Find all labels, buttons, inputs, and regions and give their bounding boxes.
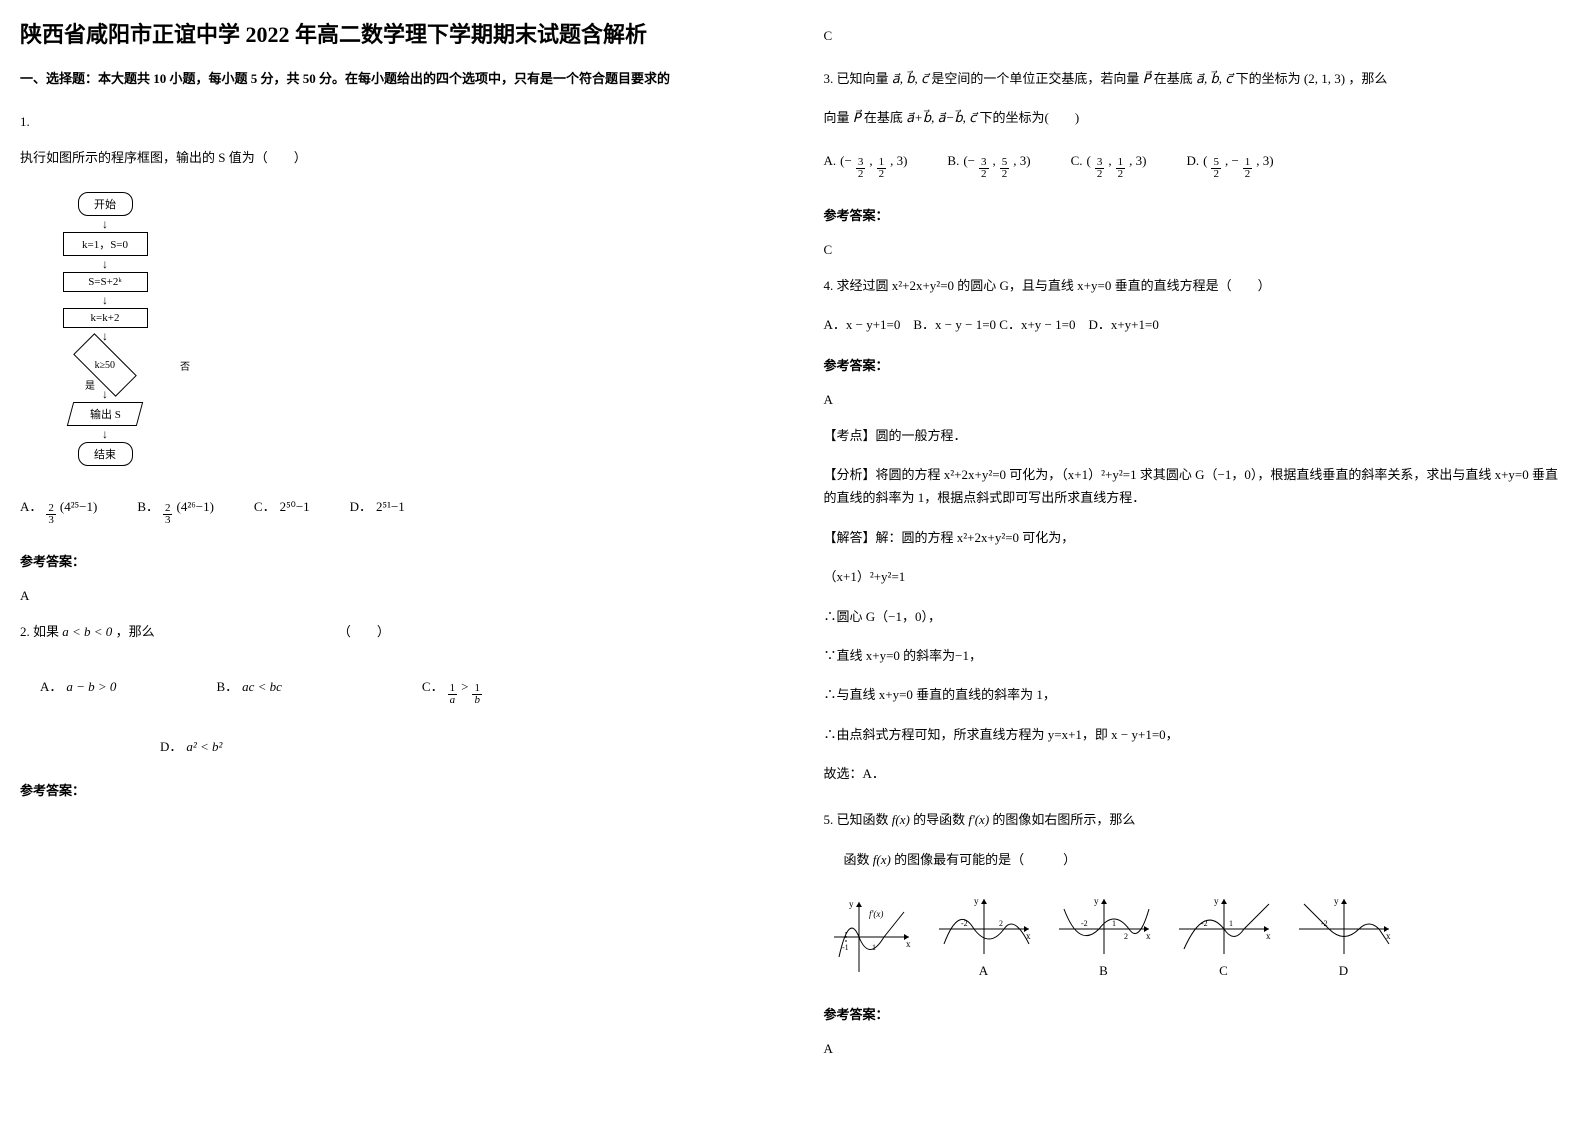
q5-graphs: x y f'(x) -1 1 x y -2 2 — [824, 894, 1568, 979]
svg-text:x: x — [1386, 931, 1391, 941]
svg-text:x: x — [1146, 931, 1151, 941]
q3-line2: 向量 P⃗ 在基底 a⃗+b⃗, a⃗−b⃗, c⃗ 下的坐标为( ) — [824, 106, 1568, 129]
q4-solve5: ∴与直线 x+y=0 垂直的直线的斜率为 1， — [824, 683, 1568, 706]
svg-text:f'(x): f'(x) — [869, 909, 883, 919]
q2-answer-label: 参考答案： — [20, 780, 764, 799]
q1-options: A． 23 (4²⁵−1) B． 23 (4²⁶−1) C． 2⁵⁰−1 D． … — [20, 496, 764, 526]
svg-text:x: x — [1266, 931, 1271, 941]
q4-solve7: 故选：A． — [824, 762, 1568, 785]
q4-solve: 【解答】解：圆的方程 x²+2x+y²=0 可化为， — [824, 526, 1568, 549]
q5-graph-b: x y -2 1 2 B — [1054, 894, 1154, 979]
svg-text:2: 2 — [1124, 932, 1128, 941]
q2-answer: C — [824, 28, 1568, 44]
svg-text:x: x — [906, 939, 911, 949]
q2-option-a: A． a − b > 0 — [40, 676, 116, 695]
flow-no-label: 否 — [180, 358, 190, 373]
q5-graph-c: x y -2 1 C — [1174, 894, 1274, 979]
svg-text:y: y — [974, 896, 979, 906]
flow-end: 结束 — [78, 442, 133, 466]
arrow-icon: ↓ — [40, 330, 170, 342]
svg-text:y: y — [1334, 896, 1339, 906]
flow-step1: S=S+2ᵏ — [63, 272, 148, 292]
q3-options: A. (−32, 12, 3) B. (−32, 52, 3) C. (32, … — [824, 153, 1568, 180]
fprime-graph: x y f'(x) -1 1 — [824, 897, 914, 977]
q5-line2: 函数 f(x) 的图像最有可能的是（ ） — [844, 848, 1568, 871]
svg-text:y: y — [1094, 896, 1099, 906]
svg-text:1: 1 — [1229, 919, 1233, 928]
q5-graph-d: x y -2 D — [1294, 894, 1394, 979]
flow-yes-label: 是 — [85, 377, 95, 392]
q1-option-c: C． 2⁵⁰−1 — [254, 496, 310, 515]
q2-option-b: B． ac < bc — [216, 676, 281, 695]
q3-option-d: D. (52, −12, 3) — [1186, 153, 1273, 180]
flow-step2: k=k+2 — [63, 308, 148, 328]
q2-option-c: C． 1a > 1b — [422, 676, 482, 706]
q3-answer-label: 参考答案： — [824, 205, 1568, 224]
flow-output: 输出 S — [67, 402, 143, 426]
q4-answer-label: 参考答案： — [824, 355, 1568, 374]
svg-text:1: 1 — [872, 943, 876, 952]
q4-solve4: ∵直线 x+y=0 的斜率为−1， — [824, 644, 1568, 667]
q5-answer-label: 参考答案： — [824, 1004, 1568, 1023]
q4-solve2: （x+1）²+y²=1 — [824, 565, 1568, 588]
q1-option-d: D． 2⁵¹−1 — [350, 496, 405, 515]
q1-text: 执行如图所示的程序框图，输出的 S 值为（ ） — [20, 146, 764, 169]
q4-options: A．x − y+1=0 B．x − y − 1=0 C．x+y − 1=0 D．… — [824, 313, 1568, 336]
svg-text:1: 1 — [1112, 919, 1116, 928]
flow-start: 开始 — [78, 192, 133, 216]
page-container: 陕西省咸阳市正谊中学 2022 年高二数学理下学期期末试题含解析 一、选择题：本… — [20, 20, 1567, 1065]
arrow-icon: ↓ — [40, 388, 170, 400]
svg-text:-1: -1 — [842, 943, 849, 952]
q2-option-d: D． a² < b² — [160, 736, 222, 755]
q5-graph-a: x y -2 2 A — [934, 894, 1034, 979]
left-column: 陕西省咸阳市正谊中学 2022 年高二数学理下学期期末试题含解析 一、选择题：本… — [20, 20, 764, 1065]
q5-answer: A — [824, 1041, 1568, 1057]
q1-answer-label: 参考答案： — [20, 551, 764, 570]
arrow-icon: ↓ — [40, 258, 170, 270]
q3-answer: C — [824, 242, 1568, 258]
q4-analysis: 【分析】将圆的方程 x²+2x+y²=0 可化为，（x+1）²+y²=1 求其圆… — [824, 463, 1568, 510]
svg-text:2: 2 — [999, 919, 1003, 928]
svg-text:y: y — [849, 899, 854, 909]
q3-line1: 3. 已知向量 a⃗, b⃗, c⃗ 是空间的一个单位正交基底，若向量 P⃗ 在… — [824, 67, 1568, 90]
q1-option-a: A． 23 (4²⁵−1) — [20, 496, 97, 526]
q2-options-row2: D． a² < b² — [20, 736, 764, 755]
svg-text:-2: -2 — [1081, 919, 1088, 928]
q4-solve3: ∴圆心 G（−1，0）， — [824, 605, 1568, 628]
q4-solve6: ∴由点斜式方程可知，所求直线方程为 y=x+1，即 x − y+1=0， — [824, 723, 1568, 746]
q3-option-b: B. (−32, 52, 3) — [947, 153, 1030, 180]
q1-answer: A — [20, 588, 764, 604]
q2-options: A． a − b > 0 B． ac < bc C． 1a > 1b — [20, 676, 764, 706]
right-column: C 3. 已知向量 a⃗, b⃗, c⃗ 是空间的一个单位正交基底，若向量 P⃗… — [824, 20, 1568, 1065]
q4-text: 4. 求经过圆 x²+2x+y²=0 的圆心 G，且与直线 x+y=0 垂直的直… — [824, 274, 1568, 297]
q3-option-a: A. (−32, 12, 3) — [824, 153, 908, 180]
q4-answer: A — [824, 392, 1568, 408]
flow-init: k=1，S=0 — [63, 232, 148, 256]
svg-text:y: y — [1214, 896, 1219, 906]
arrow-icon: ↓ — [40, 218, 170, 230]
q5-line1: 5. 已知函数 f(x) 的导函数 f'(x) 的图像如右图所示，那么 — [824, 808, 1568, 831]
q1-option-b: B． 23 (4²⁶−1) — [137, 496, 214, 526]
q2-text: 2. 如果 a < b < 0 ，那么 （ ） — [20, 620, 764, 643]
q1-number: 1. — [20, 114, 764, 130]
arrow-icon: ↓ — [40, 428, 170, 440]
flowchart: 开始 ↓ k=1，S=0 ↓ S=S+2ᵏ ↓ k=k+2 ↓ k≥50 否 是… — [40, 192, 764, 466]
page-title: 陕西省咸阳市正谊中学 2022 年高二数学理下学期期末试题含解析 — [20, 20, 764, 51]
q4-point: 【考点】圆的一般方程． — [824, 424, 1568, 447]
q3-option-c: C. (32, 12, 3) — [1071, 153, 1147, 180]
section-header: 一、选择题：本大题共 10 小题，每小题 5 分，共 50 分。在每小题给出的四… — [20, 69, 764, 90]
arrow-icon: ↓ — [40, 294, 170, 306]
